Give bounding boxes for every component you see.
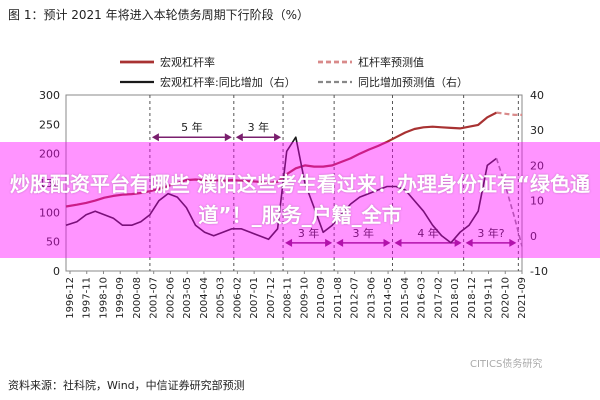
legend-label: 同比增加预测值（右） <box>358 75 468 89</box>
x-tick-label: 2003-05 <box>182 277 193 319</box>
x-tick-label: 2007-12 <box>266 277 277 319</box>
cycle-arrow-head-left <box>394 238 402 247</box>
x-tick-label: 2014-05 <box>383 277 394 319</box>
cycle-arrow-head-right <box>509 238 517 247</box>
y-right-tick-label: 10 <box>530 195 544 208</box>
cycle-label: 5 年 <box>181 120 203 134</box>
y-left-tick-label: 150 <box>39 177 60 190</box>
x-tick-label: 2008-11 <box>283 277 294 319</box>
series-line-1 <box>65 111 498 208</box>
x-tick-label: 2016-03 <box>417 277 428 319</box>
x-tick-label: 2015-04 <box>400 277 411 319</box>
overlay-text: 炒股配资平台有哪些 濮阳这些考生看过来！办理身份证有“绿色通道”！_服务_户籍_… <box>9 172 591 227</box>
source-note: 资料来源：社科院，Wind，中信证券研究部预测 <box>8 379 245 392</box>
cycle-arrow-head-left <box>465 238 473 247</box>
x-tick-label: 2018-12 <box>467 277 478 319</box>
series-line-2 <box>496 111 522 117</box>
x-tick-label: 2001-07 <box>149 277 160 319</box>
x-tick-label: 2019-11 <box>484 277 495 319</box>
cycle-label: 3 年? <box>477 226 504 240</box>
x-tick-label: 2007-01 <box>249 277 260 319</box>
y-left-tick-label: 50 <box>46 236 60 249</box>
cycle-arrow-head-left <box>336 238 344 247</box>
grid-layer <box>65 94 523 272</box>
cycle-label: 3 年 <box>248 120 270 134</box>
cycle-label: 3 年 <box>298 226 320 240</box>
x-tick-label: 1996-12 <box>65 277 76 319</box>
y-left-tick-label: 0 <box>53 265 60 278</box>
cycle-label: 3 年 <box>353 226 375 240</box>
overlay-banner: 炒股配资平台有哪些 濮阳这些考生看过来！办理身份证有“绿色通道”！_服务_户籍_… <box>0 142 600 258</box>
y-right-tick-label: 40 <box>530 89 544 102</box>
x-tick-label: 2002-06 <box>165 277 176 319</box>
x-tick-label: 2017-02 <box>433 277 444 319</box>
x-tick-label: 2011-08 <box>333 277 344 319</box>
x-tick-label: 2000-08 <box>132 277 143 319</box>
x-tick-label: 2013-06 <box>366 277 377 319</box>
cycle-arrow-head-right <box>383 238 391 247</box>
cycle-arrow-head-right <box>325 238 333 247</box>
x-tick-label: 2020-10 <box>500 277 511 319</box>
y-right-tick-label: 0 <box>530 230 537 243</box>
x-tick-label: 2006-02 <box>232 277 243 319</box>
cycle-arrow-head-right <box>224 133 232 142</box>
plot-frame <box>65 94 523 272</box>
cycle-arrow-head-left <box>285 238 293 247</box>
x-tick-label: 2018-01 <box>450 277 461 319</box>
x-tick-label: 2005-03 <box>216 277 227 319</box>
x-tick-label: 2004-04 <box>199 277 210 319</box>
y-left-tick-label: 100 <box>39 206 60 219</box>
cycle-arrow-head-right <box>274 133 282 142</box>
series-layer <box>65 111 523 247</box>
watermark: CITICS债务研究 <box>470 359 543 370</box>
series-line-3 <box>65 136 497 244</box>
chart-title: 图 1：预计 2021 年将进入本轮债务周期下行阶段（%） <box>8 8 310 22</box>
y-left-tick-label: 200 <box>39 148 60 161</box>
legend-label: 宏观杠杆率:同比增加（右） <box>160 75 296 89</box>
x-tick-label: 2010-09 <box>316 277 327 319</box>
annotation-layer: 5 年 3 年 3 年 3 年 4 年 3 年? <box>149 95 519 271</box>
y-right-tick-label: -10 <box>530 265 548 278</box>
y-left-tick-label: 250 <box>39 118 60 131</box>
x-tick-label: 1997-11 <box>82 277 93 319</box>
y-left-tick-label: 300 <box>39 89 60 102</box>
y-right-tick-label: 20 <box>530 159 544 172</box>
cycle-arrow-head-right <box>454 238 462 247</box>
x-tick-label: 2012-07 <box>350 277 361 319</box>
legend-label: 宏观杠杆率 <box>160 55 215 69</box>
x-tick-label: 1999-09 <box>115 277 126 319</box>
cycle-label: 4 年 <box>417 226 439 240</box>
legend-label: 杠杆率预测值 <box>358 55 424 69</box>
cycle-arrow-head-left <box>235 133 243 142</box>
cycle-arrow-head-left <box>151 133 159 142</box>
y-right-tick-label: 30 <box>530 124 544 137</box>
x-tick-label: 2021-09 <box>517 277 528 319</box>
x-tick-label: 2009-10 <box>299 277 310 319</box>
x-tick-label: 1998-10 <box>98 277 109 319</box>
